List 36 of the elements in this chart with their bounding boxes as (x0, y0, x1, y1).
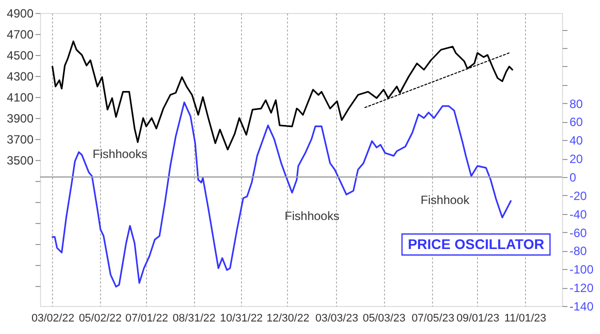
x-tick-label: 05/02/22 (78, 312, 122, 324)
x-tick-label: 09/01/23 (456, 312, 500, 324)
y-tick-label: 4100 (6, 90, 34, 105)
x-tick-label: 03/03/23 (315, 312, 358, 324)
y-tick-label: 3900 (6, 112, 34, 126)
y-tick-label: 4500 (6, 48, 34, 63)
y2-tick-label: -60 (570, 226, 588, 240)
y2-tick-label: 20 (570, 152, 584, 166)
y2-tick-label: 80 (570, 96, 584, 111)
y-tick-label: 4700 (6, 28, 34, 42)
x-tick-label: 08/31/22 (172, 312, 216, 324)
y2-tick-label: 0 (570, 170, 576, 185)
x-tick-label: 05/03/23 (362, 312, 406, 324)
y2-tick-label: 40 (570, 134, 584, 148)
y2-tick-label: -140 (570, 300, 594, 314)
y2-tick-label: -80 (570, 244, 588, 258)
y-tick-label: 4300 (6, 70, 34, 84)
y-tick-label: 3500 (6, 154, 34, 168)
annotation: Fishhooks (284, 209, 340, 223)
x-tick-label: 10/31/22 (220, 312, 263, 324)
line-series (52, 40, 514, 150)
x-tick-label: 07/05/23 (412, 312, 454, 324)
annotation: Fishhook (420, 193, 470, 207)
x-tick-label: 07/01/22 (125, 312, 168, 324)
y2-tick-label: -120 (570, 281, 594, 296)
y2-tick-label: -40 (570, 207, 588, 222)
x-tick-label: 12/30/22 (266, 312, 310, 324)
x-tick-label: 11/01/23 (504, 312, 546, 324)
y2-tick-label: -100 (570, 262, 594, 277)
y-tick-label: 3700 (6, 132, 34, 147)
annotation: Fishhooks (92, 147, 148, 161)
y2-tick-label: 60 (570, 115, 584, 130)
y2-tick-label: -20 (570, 188, 588, 203)
y-tick-label: 4900 (6, 6, 34, 20)
text: PRICE OSCILLATOR (408, 236, 544, 252)
x-tick-label: 03/02/22 (31, 312, 74, 324)
